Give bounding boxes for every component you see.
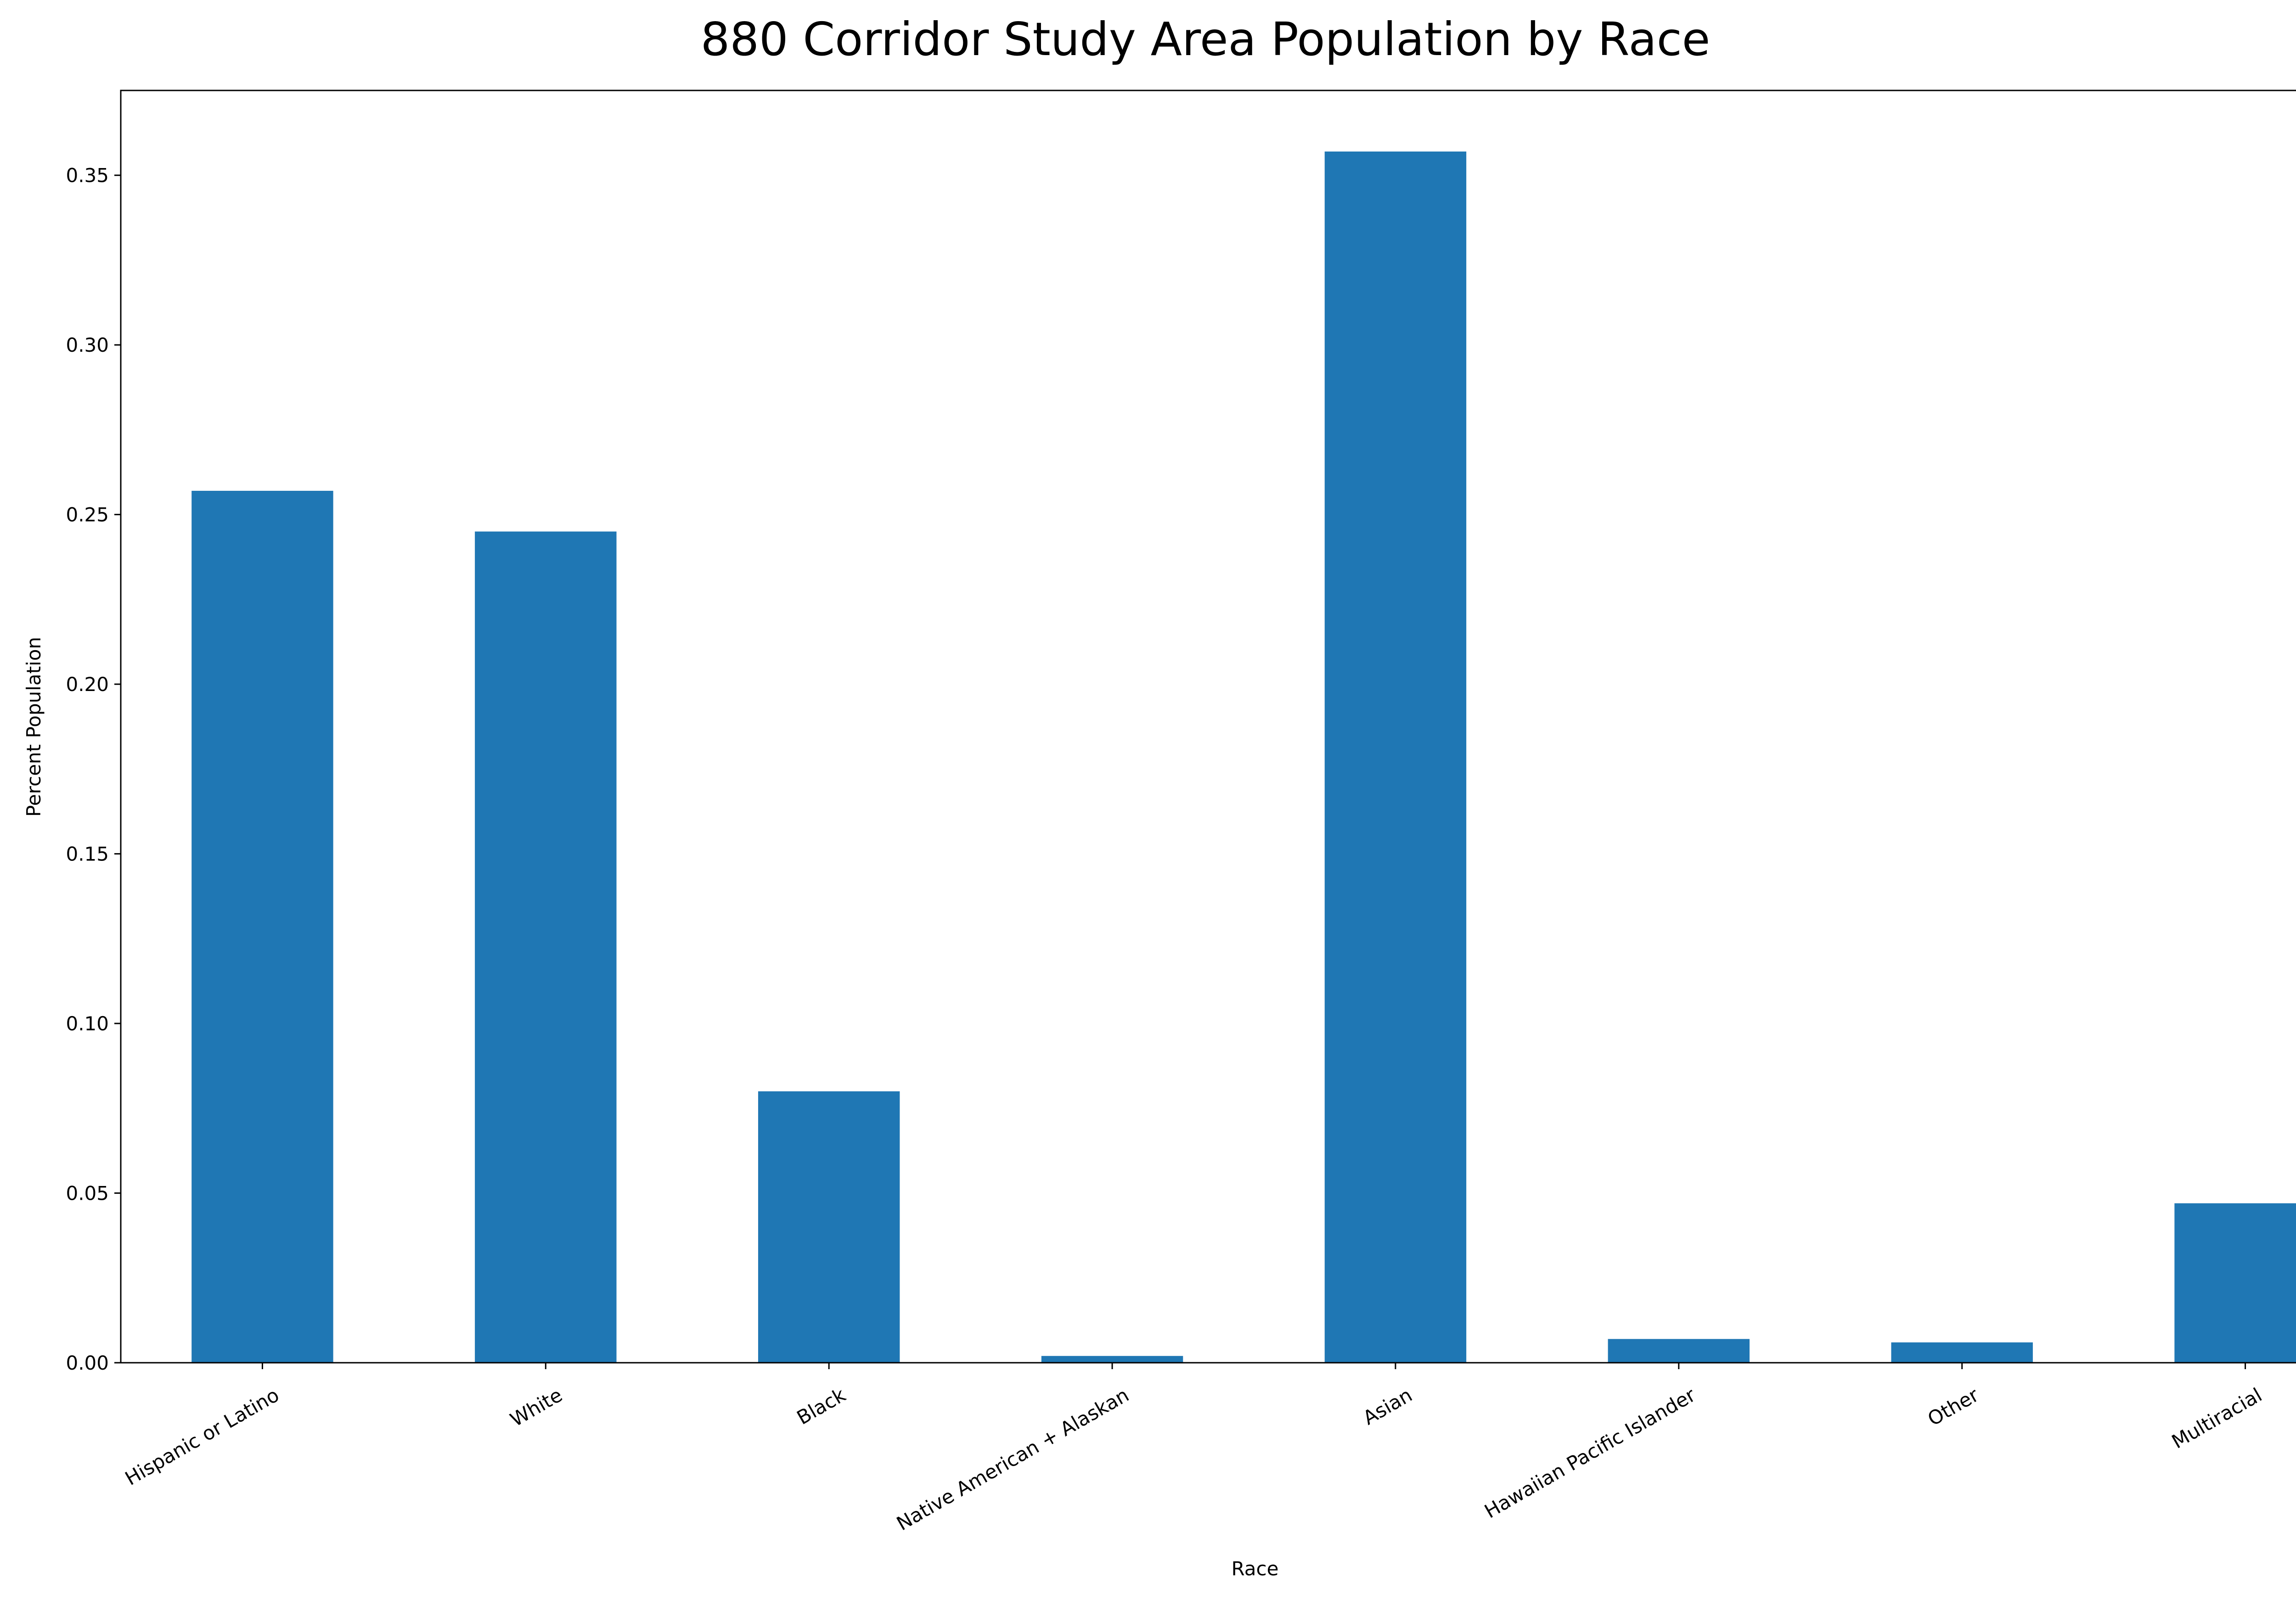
x-tick-label: Native American + Alaskan	[893, 1383, 1133, 1535]
axes-layer	[120, 90, 2296, 1364]
bar	[191, 490, 333, 1363]
y-axis-label: Percent Population	[23, 637, 45, 817]
y-tick-label: 0.30	[66, 334, 109, 356]
y-tick-label: 0.25	[66, 504, 109, 526]
x-axis-ticks: Hispanic or Latino White Black Native Ameri…	[121, 1363, 2266, 1535]
chart-title: 880 Corridor Study Area Population by Ra…	[701, 12, 1711, 66]
y-tick-label: 0.35	[66, 164, 109, 187]
y-tick-label: 0.15	[66, 843, 109, 865]
x-tick-label: Other	[1924, 1383, 1983, 1430]
x-tick-label: Hawaiian Pacific Islander	[1480, 1383, 1699, 1523]
bar	[1324, 152, 1467, 1363]
bar	[1041, 1356, 1183, 1363]
x-tick-label: Hispanic or Latino	[121, 1383, 283, 1490]
y-tick-label: 0.05	[66, 1182, 109, 1205]
y-tick-label: 0.10	[66, 1012, 109, 1035]
x-axis-label: Race	[1232, 1557, 1279, 1580]
y-tick-label: 0.20	[66, 673, 109, 696]
bar	[1891, 1342, 2033, 1363]
bars-layer	[191, 152, 2296, 1363]
x-tick-label: Multiracial	[2168, 1383, 2266, 1453]
y-tick-label: 0.00	[66, 1352, 109, 1374]
bar	[475, 531, 617, 1363]
bar	[2174, 1203, 2296, 1363]
x-tick-label: Asian	[1359, 1383, 1416, 1429]
bar	[758, 1091, 900, 1363]
bar	[1608, 1339, 1750, 1363]
y-axis-ticks: 0.00 0.05 0.10 0.15 0.20 0.25 0.30 0.35	[66, 164, 121, 1374]
x-tick-label: White	[506, 1383, 566, 1431]
x-tick-label: Black	[793, 1383, 850, 1429]
plot-frame	[120, 90, 2296, 1364]
